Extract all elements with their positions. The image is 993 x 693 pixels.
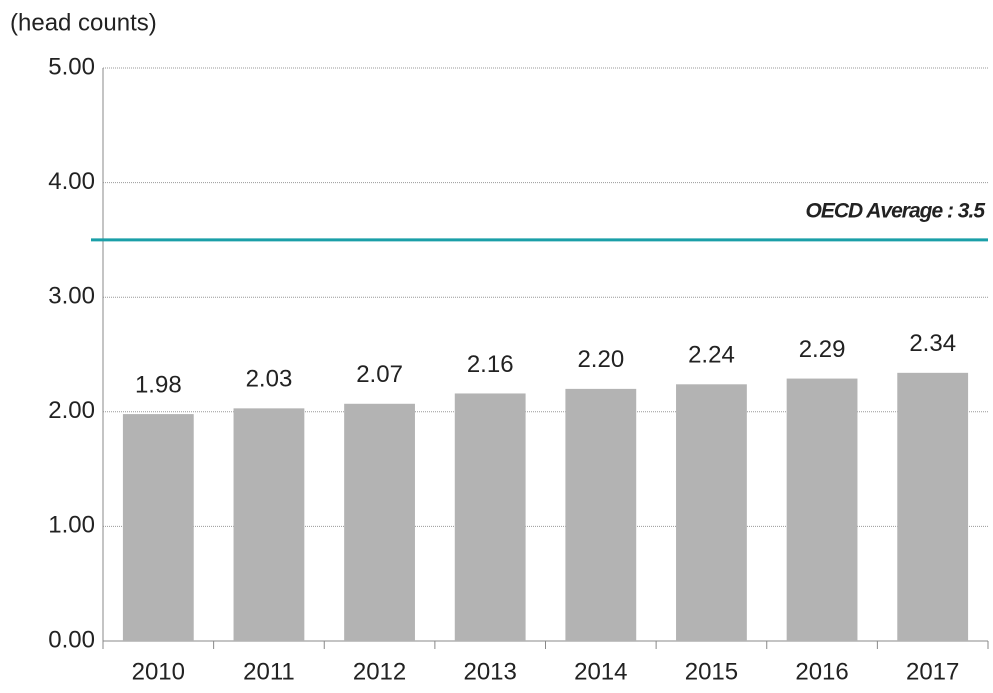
data-label: 2.16 xyxy=(467,351,514,378)
x-tick-label: 2015 xyxy=(685,658,738,685)
bar xyxy=(565,388,637,641)
y-tick-label: 1.00 xyxy=(48,512,95,539)
x-tick-label: 2013 xyxy=(463,658,516,685)
y-axis-label: (head counts) xyxy=(10,9,157,36)
data-label: 2.03 xyxy=(246,366,293,393)
data-label: 2.07 xyxy=(356,361,403,388)
data-label: 2.29 xyxy=(799,336,846,363)
reference-label: OECD Average : 3.5 xyxy=(806,199,986,222)
data-label: 2.34 xyxy=(909,330,956,357)
bar xyxy=(122,414,194,641)
y-tick-label: 0.00 xyxy=(48,626,95,653)
y-tick-label: 3.00 xyxy=(48,283,95,310)
x-tick-label: 2010 xyxy=(132,658,185,685)
bar xyxy=(676,384,747,641)
bar xyxy=(897,372,969,641)
bar xyxy=(786,378,858,641)
data-label: 2.24 xyxy=(688,342,735,369)
y-tick-label: 4.00 xyxy=(48,168,95,195)
x-tick-label: 2017 xyxy=(906,658,959,685)
bar xyxy=(233,408,305,641)
y-tick-label: 5.00 xyxy=(48,53,95,80)
x-tick-label: 2011 xyxy=(243,658,295,685)
bar xyxy=(454,393,526,641)
x-tick-label: 2014 xyxy=(574,658,627,685)
data-label: 1.98 xyxy=(135,371,182,398)
x-tick-label: 2012 xyxy=(353,658,406,685)
data-label: 2.20 xyxy=(577,346,624,373)
bar xyxy=(344,403,415,641)
x-tick-label: 2016 xyxy=(795,658,848,685)
y-tick-label: 2.00 xyxy=(48,397,95,424)
